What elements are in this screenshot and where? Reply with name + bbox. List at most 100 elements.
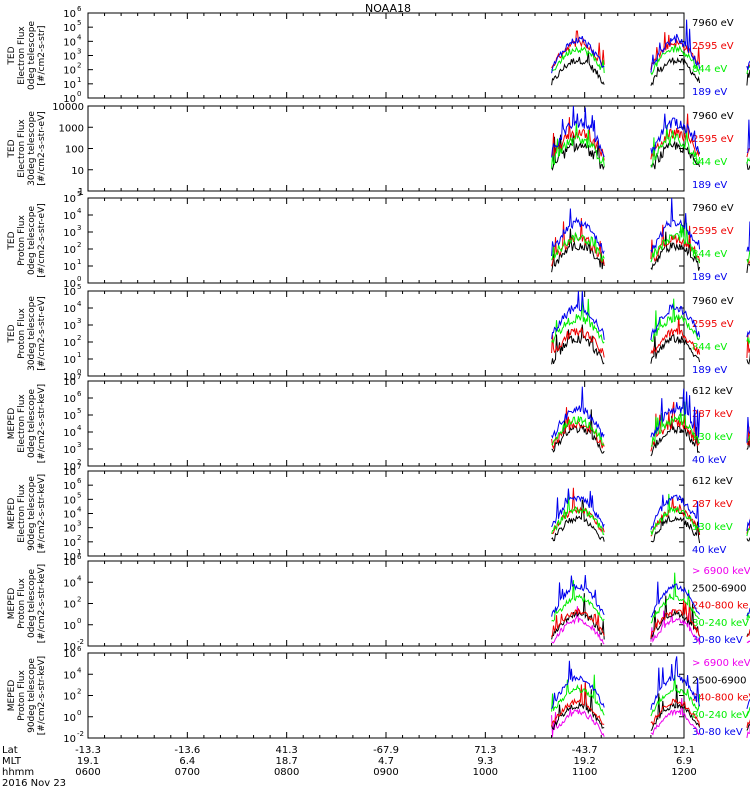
y-tick-label: 10 xyxy=(63,9,76,20)
y-tick-label: 10 xyxy=(63,394,76,405)
footer-hhmm-value: 0900 xyxy=(373,767,398,778)
footer-mlt-value: 9.3 xyxy=(477,756,493,767)
y-tick-exponent: -2 xyxy=(77,638,84,646)
y-axis-label-line: [#/cm2-s-str-keV] xyxy=(37,656,47,735)
y-tick-exponent: 3 xyxy=(77,48,81,56)
flux-trace-black xyxy=(551,134,750,171)
panel-frame-7 xyxy=(87,560,685,647)
flux-trace-blue xyxy=(551,290,750,341)
y-tick-label: 10 xyxy=(63,557,76,568)
y-tick-label: 10 xyxy=(63,279,76,290)
y-tick-exponent: 3 xyxy=(77,520,81,528)
y-tick-label: 10 xyxy=(63,734,76,745)
y-tick-exponent: 1 xyxy=(77,76,81,84)
y-tick-label: 10 xyxy=(63,538,76,549)
y-tick-label: 10 xyxy=(63,245,76,256)
footer-lat-value: -13.6 xyxy=(174,745,200,756)
footer-hhmm-value: 1200 xyxy=(671,767,696,778)
y-tick-exponent: 4 xyxy=(77,300,82,308)
legend-entry: 240-800 keV xyxy=(692,693,750,704)
footer-mlt-value: 19.2 xyxy=(574,756,596,767)
legend-entry: 30-80 keV xyxy=(692,727,743,738)
flux-trace-black xyxy=(551,683,750,731)
y-tick-label: 10 xyxy=(63,495,76,506)
y-axis-label-line: Electron Flux xyxy=(17,26,27,85)
y-axis-label-line: 90deg telescope xyxy=(27,476,37,551)
footer-mlt-value: 6.4 xyxy=(179,756,195,767)
y-tick-exponent: 2 xyxy=(77,241,81,249)
footer-row-label: hhmm xyxy=(2,767,34,778)
y-axis-label-line: [#/cm2-s-str-eV] xyxy=(37,203,47,278)
y-tick-label: 100 xyxy=(65,145,84,156)
y-tick-label: 1000 xyxy=(59,123,84,134)
y-tick-label: 10 xyxy=(63,600,76,611)
y-tick-label: 10 xyxy=(63,80,76,91)
legend-entry: 130 keV xyxy=(692,432,733,443)
flux-trace-red xyxy=(551,487,750,537)
footer-mlt-value: 19.1 xyxy=(77,756,99,767)
y-tick-label: 10 xyxy=(63,262,76,273)
footer-lat-value: 12.1 xyxy=(673,745,695,756)
legend-entry: 240-800 ke xyxy=(692,601,749,612)
y-tick-label: 10 xyxy=(63,211,76,222)
y-tick-exponent: 0 xyxy=(77,617,81,625)
y-tick-label: 10 xyxy=(63,649,76,660)
y-tick-exponent: 4 xyxy=(77,506,82,514)
y-tick-label: 10 xyxy=(63,552,76,563)
legend-entry: 612 keV xyxy=(692,386,733,397)
flux-trace-black xyxy=(551,228,750,273)
y-tick-label: 10 xyxy=(63,445,76,456)
y-tick-exponent: 2 xyxy=(77,688,81,696)
y-tick-exponent: 6 xyxy=(77,477,82,485)
flux-trace-blue xyxy=(551,488,750,532)
y-tick-exponent: 6 xyxy=(77,390,82,398)
y-tick-label: 10 xyxy=(63,66,76,77)
y-tick-label: 10 xyxy=(71,166,84,177)
legend-entry: 2595 eV xyxy=(692,226,734,237)
footer-lat-value: -67.9 xyxy=(373,745,399,756)
y-tick-label: 10 xyxy=(63,481,76,492)
y-tick-label: 1 xyxy=(78,187,84,198)
y-tick-exponent: 6 xyxy=(77,553,82,561)
footer-lat-value: 41.3 xyxy=(276,745,298,756)
y-axis-label-line: 0deg telescope xyxy=(27,206,37,276)
y-tick-label: 10 xyxy=(63,304,76,315)
legend-entry: 40 keV xyxy=(692,545,726,556)
y-tick-exponent: 5 xyxy=(77,190,81,198)
y-tick-label: 10 xyxy=(63,713,76,724)
legend-entry: 189 eV xyxy=(692,87,727,98)
footer-row-label: MLT xyxy=(2,756,22,767)
y-tick-exponent: 3 xyxy=(77,441,81,449)
y-tick-label: 10 xyxy=(63,621,76,632)
flux-trace-blue xyxy=(551,574,750,618)
y-tick-label: 10 xyxy=(63,462,76,473)
legend-entry: 7960 eV xyxy=(692,296,734,307)
y-tick-label: 10 xyxy=(63,428,76,439)
y-tick-exponent: 6 xyxy=(77,5,82,13)
y-tick-label: 10 xyxy=(63,321,76,332)
y-tick-exponent: 1 xyxy=(77,548,81,556)
y-tick-exponent: 1 xyxy=(77,258,81,266)
panel-frame-4 xyxy=(87,290,685,377)
y-axis-label-line: MEPED xyxy=(7,680,17,712)
footer-row-label: Lat xyxy=(2,745,18,756)
y-tick-label: 10 xyxy=(63,510,76,521)
panel-frame-5 xyxy=(87,380,685,467)
legend-entry: 80-240 keV xyxy=(692,618,749,629)
legend-entry: 189 eV xyxy=(692,272,727,283)
y-tick-label: 10 xyxy=(63,94,76,105)
y-tick-label: 10 xyxy=(63,670,76,681)
y-axis-label-line: [#/cm2-s-str-eV] xyxy=(37,296,47,371)
footer-hhmm-value: 0700 xyxy=(175,767,200,778)
footer-date: 2016 Nov 23 xyxy=(2,778,66,789)
chart-title: NOAA18 xyxy=(365,2,411,15)
legend-entry: 7960 eV xyxy=(692,203,734,214)
y-tick-label: 10 xyxy=(63,692,76,703)
footer-lat-value: -43.7 xyxy=(572,745,598,756)
y-axis-label-line: Proton Flux xyxy=(17,215,27,266)
y-axis-label-line: MEPED xyxy=(7,498,17,530)
flux-trace-green xyxy=(551,674,750,717)
legend-entry: 612 keV xyxy=(692,476,733,487)
y-tick-exponent: 4 xyxy=(77,666,82,674)
